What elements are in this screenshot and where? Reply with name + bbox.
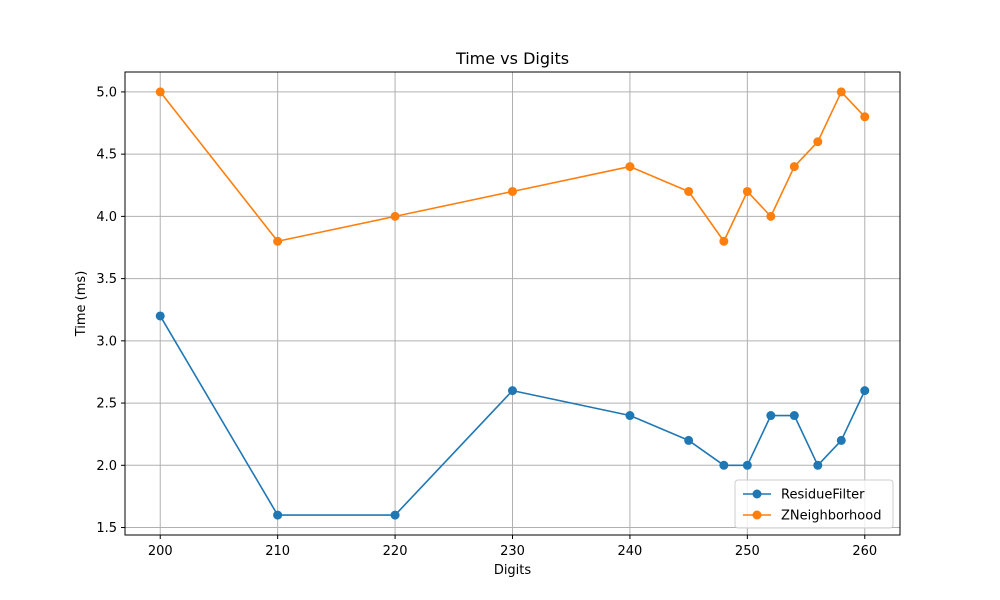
data-point-residuefilter	[155, 311, 165, 321]
y-tick-label: 2.5	[96, 397, 117, 412]
data-point-residuefilter	[766, 411, 776, 421]
data-point-residuefilter	[860, 386, 870, 396]
data-point-zneighborhood	[789, 162, 799, 172]
series-layer	[155, 87, 870, 520]
data-point-residuefilter	[684, 435, 694, 445]
series-zneighborhood	[155, 87, 870, 246]
data-point-residuefilter	[789, 411, 799, 421]
data-point-zneighborhood	[766, 211, 776, 221]
data-point-zneighborhood	[625, 162, 635, 172]
x-tick-label: 200	[148, 544, 173, 559]
data-point-residuefilter	[625, 411, 635, 421]
series-residuefilter	[155, 311, 870, 520]
data-point-zneighborhood	[508, 186, 517, 196]
x-tick-label: 220	[383, 544, 408, 559]
legend: ResidueFilter ZNeighborhood	[734, 479, 894, 529]
data-point-zneighborhood	[719, 236, 729, 246]
legend-marker-residuefilter	[752, 489, 762, 499]
data-point-residuefilter	[273, 510, 283, 520]
data-point-zneighborhood	[390, 211, 400, 221]
x-tick-label: 250	[735, 544, 760, 559]
y-tick-label: 4.5	[96, 148, 117, 163]
y-tick-label: 1.5	[96, 521, 117, 536]
x-tick-label: 240	[618, 544, 643, 559]
data-point-residuefilter	[719, 460, 729, 470]
x-tick-label: 210	[265, 544, 290, 559]
legend-entry-residuefilter: ResidueFilter	[743, 488, 865, 503]
x-tick-label: 260	[852, 544, 877, 559]
legend-box	[734, 479, 894, 529]
legend-label-zneighborhood: ZNeighborhood	[781, 509, 881, 524]
y-tick-label: 5.0	[96, 85, 117, 100]
y-tick-label: 4.0	[96, 210, 117, 225]
data-point-residuefilter	[742, 460, 752, 470]
ticks: 200 210 220 230 240 250 260 1.5 2.0 2.5 3.0 3.5 4.0 4…	[96, 85, 877, 559]
data-point-residuefilter	[390, 510, 400, 520]
data-point-zneighborhood	[742, 186, 752, 196]
data-point-zneighborhood	[813, 137, 823, 147]
data-point-residuefilter	[836, 435, 846, 445]
chart-title: Time vs Digits	[455, 49, 569, 68]
data-point-zneighborhood	[836, 87, 846, 97]
data-point-zneighborhood	[273, 236, 283, 246]
legend-marker-zneighborhood	[752, 510, 762, 520]
y-tick-label: 3.5	[96, 272, 117, 287]
legend-label-residuefilter: ResidueFilter	[781, 488, 865, 503]
y-tick-label: 3.0	[96, 334, 117, 349]
x-axis-label: Digits	[494, 563, 532, 578]
y-axis-label: Time (ms)	[74, 271, 89, 338]
x-tick-label: 230	[500, 544, 525, 559]
data-point-zneighborhood	[860, 112, 870, 122]
y-tick-label: 2.0	[96, 459, 117, 474]
legend-entry-zneighborhood: ZNeighborhood	[743, 509, 881, 524]
data-point-residuefilter	[813, 460, 823, 470]
data-point-zneighborhood	[684, 186, 694, 196]
data-point-residuefilter	[508, 386, 517, 396]
data-point-zneighborhood	[155, 87, 165, 97]
